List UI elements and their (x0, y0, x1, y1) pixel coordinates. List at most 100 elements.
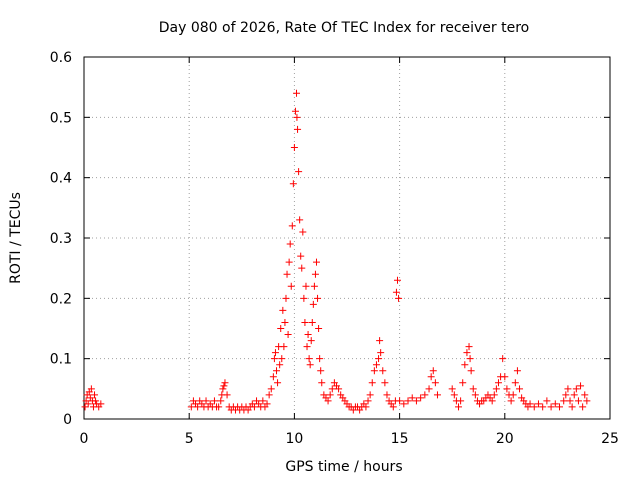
data-point-marker (463, 349, 471, 357)
x-tick-label: 10 (285, 431, 303, 447)
data-point-marker (389, 403, 397, 411)
data-point-marker (465, 343, 473, 351)
data-point-marker (372, 361, 380, 369)
data-point-marker (377, 349, 385, 357)
grid-lines (84, 57, 610, 419)
data-point-marker (492, 385, 500, 393)
data-point-marker (379, 367, 387, 375)
data-point-marker (381, 379, 389, 387)
y-tick-label: 0.1 (50, 352, 72, 368)
data-point-marker (305, 355, 313, 363)
data-point-marker (223, 391, 231, 399)
data-point-marker (551, 400, 559, 408)
data-point-marker (297, 252, 305, 260)
data-point-marker (324, 397, 332, 405)
data-point-marker (217, 397, 225, 405)
data-point-marker (328, 385, 336, 393)
data-point-marker (490, 391, 498, 399)
data-point-marker (560, 397, 568, 405)
y-tick-label: 0.4 (50, 171, 72, 187)
data-point-marker (219, 385, 227, 393)
data-point-marker (310, 282, 318, 290)
data-point-marker (421, 391, 429, 399)
data-point-marker (296, 216, 304, 224)
data-point-marker (461, 361, 469, 369)
data-point-marker (278, 355, 286, 363)
data-point-marker (534, 400, 542, 408)
y-tick-label: 0.6 (50, 50, 72, 66)
data-point-marker (276, 361, 284, 369)
data-point-marker (285, 258, 293, 266)
data-point-marker (280, 343, 288, 351)
data-point-marker (427, 373, 435, 381)
data-point-marker (316, 355, 324, 363)
data-point-marker (91, 391, 99, 399)
data-point-marker (543, 397, 551, 405)
data-point-marker (202, 397, 210, 405)
axis-ticks: 0 5 10 15 20 25 0 0.1 0.2 0.3 0.4 0.5 0.6 (50, 50, 619, 447)
data-point-marker (269, 373, 277, 381)
data-point-marker (290, 144, 298, 151)
data-point-marker (459, 379, 467, 387)
data-point-marker (547, 403, 555, 411)
data-point-marker (467, 367, 475, 375)
data-point-marker (530, 403, 538, 411)
data-point-marker (265, 391, 273, 399)
data-point-marker (312, 258, 320, 266)
data-point-marker (425, 385, 433, 393)
data-point-marker (364, 397, 372, 405)
data-point-marker (311, 270, 319, 278)
data-point-marker (293, 113, 301, 121)
data-point-marker (274, 379, 282, 387)
data-point-marker (279, 306, 287, 314)
data-point-marker (306, 361, 314, 369)
x-tick-label: 0 (80, 431, 89, 447)
data-point-marker (210, 397, 218, 405)
data-point-marker (295, 168, 303, 176)
data-point-marker (263, 400, 271, 408)
data-point-marker (259, 397, 267, 405)
data-point-marker (455, 403, 463, 411)
data-point-marker (304, 331, 312, 339)
data-point-marker (315, 325, 323, 332)
data-point-marker (450, 391, 458, 399)
data-point-marker (408, 394, 416, 402)
data-point-marker (250, 403, 258, 411)
data-point-marker (303, 343, 311, 351)
x-axis-label: GPS time / hours (285, 459, 402, 475)
data-point-marker (300, 294, 308, 302)
data-point-marker (283, 270, 291, 278)
data-point-marker (503, 385, 511, 393)
y-tick-label: 0.2 (50, 291, 72, 307)
data-point-marker (277, 325, 285, 332)
data-point-marker (469, 385, 477, 393)
data-point-marker (362, 403, 370, 411)
data-point-marker (289, 180, 297, 188)
data-point-marker (307, 337, 315, 345)
data-point-marker (194, 403, 202, 411)
data-point-marker (579, 403, 587, 411)
data-point-marker (466, 355, 474, 363)
data-point-marker (431, 379, 439, 387)
data-point-marker (499, 355, 507, 363)
data-point-marker (284, 331, 292, 339)
data-point-marker (564, 385, 572, 393)
data-point-marker (556, 403, 564, 411)
data-point-marker (583, 397, 591, 405)
data-point-marker (471, 391, 479, 399)
data-point-marker (376, 337, 384, 345)
data-point-marker (317, 367, 325, 375)
data-point-marker (581, 391, 589, 399)
data-point-marker (457, 397, 465, 405)
data-point-marker (509, 391, 517, 399)
data-point-marker (488, 397, 496, 405)
data-point-marker (370, 367, 378, 375)
data-point-marker (288, 222, 296, 230)
data-point-marker (293, 89, 301, 97)
data-point-marker (516, 385, 524, 393)
data-point-marker (318, 379, 326, 387)
data-point-marker (433, 391, 441, 399)
data-point-marker (400, 400, 408, 408)
data-point-marker (314, 294, 322, 302)
